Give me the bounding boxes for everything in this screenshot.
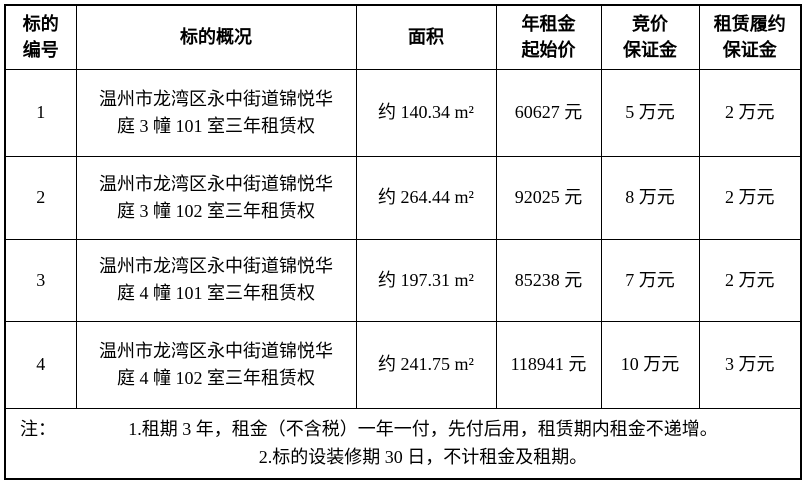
header-lot-id-line2: 编号 (22, 40, 59, 61)
cell-area: 约 241.75 m² (355, 320, 497, 409)
header-area-line1: 面积 (408, 27, 444, 48)
cell-area: 约 140.34 m² (355, 68, 497, 157)
header-lot-id-line1: 标的 (22, 14, 59, 35)
cell-area: 约 264.44 m² (355, 155, 497, 240)
cell-overview: 温州市龙湾区永中街道锦悦华庭 4 幢 102 室三年租赁权 (75, 320, 357, 409)
notes-row: 注： 1.租期 3 年，租金（不含税）一年一付，先付后用，租赁期内租金不递增。 … (4, 407, 802, 480)
cell-overview: 温州市龙湾区永中街道锦悦华庭 4 幢 101 室三年租赁权 (75, 238, 357, 322)
cell-bid-deposit: 8 万元 (600, 155, 700, 240)
header-overview: 标的概况 (75, 4, 357, 70)
note-item-1: 1.租期 3 年，租金（不含税）一年一付，先付后用，租赁期内租金不递增。 (128, 419, 718, 440)
notes-prefix: 注： (20, 419, 56, 440)
cell-bid-deposit: 5 万元 (600, 68, 700, 157)
cell-lot-id: 2 (4, 155, 77, 240)
table-row: 3 温州市龙湾区永中街道锦悦华庭 4 幢 101 室三年租赁权 约 197.31… (4, 238, 802, 322)
note-item-2: 2.标的设装修期 30 日，不计租金及租期。 (258, 447, 588, 468)
cell-annual-rent: 92025 元 (495, 155, 602, 240)
header-row: 标的 编号 标的概况 面积 年租金 起始价 竞价 保证金 租 (4, 4, 802, 70)
cell-performance-deposit: 2 万元 (698, 68, 802, 157)
cell-performance-deposit: 3 万元 (698, 320, 802, 409)
header-performance-deposit-line1: 租赁履约 (713, 14, 786, 35)
header-bid-deposit: 竞价 保证金 (600, 4, 700, 70)
header-annual-rent: 年租金 起始价 (495, 4, 602, 70)
header-bid-deposit-line1: 竞价 (632, 14, 668, 35)
cell-annual-rent: 60627 元 (495, 68, 602, 157)
notes-items: 1.租期 3 年，租金（不含税）一年一付，先付后用，租赁期内租金不递增。 2.标… (56, 415, 790, 471)
header-annual-rent-line2: 起始价 (521, 40, 576, 61)
table-row: 4 温州市龙湾区永中街道锦悦华庭 4 幢 102 室三年租赁权 约 241.75… (4, 320, 802, 409)
cell-annual-rent: 85238 元 (495, 238, 602, 322)
header-bid-deposit-line2: 保证金 (623, 40, 677, 61)
cell-performance-deposit: 2 万元 (698, 155, 802, 240)
table-row: 1 温州市龙湾区永中街道锦悦华庭 3 幢 101 室三年租赁权 约 140.34… (4, 68, 802, 157)
cell-lot-id: 3 (4, 238, 77, 322)
header-annual-rent-line1: 年租金 (521, 14, 576, 35)
cell-lot-id: 1 (4, 68, 77, 157)
cell-bid-deposit: 10 万元 (600, 320, 700, 409)
cell-overview: 温州市龙湾区永中街道锦悦华庭 3 幢 101 室三年租赁权 (75, 68, 357, 157)
cell-performance-deposit: 2 万元 (698, 238, 802, 322)
header-area: 面积 (355, 4, 497, 70)
header-performance-deposit-line2: 保证金 (722, 40, 777, 61)
notes-block: 注： 1.租期 3 年，租金（不含税）一年一付，先付后用，租赁期内租金不递增。 … (20, 415, 790, 471)
cell-annual-rent: 118941 元 (495, 320, 602, 409)
header-lot-id: 标的 编号 (4, 4, 77, 70)
cell-area: 约 197.31 m² (355, 238, 497, 322)
cell-lot-id: 4 (4, 320, 77, 409)
header-performance-deposit: 租赁履约 保证金 (698, 4, 802, 70)
header-overview-line1: 标的概况 (180, 27, 252, 48)
cell-overview: 温州市龙湾区永中街道锦悦华庭 3 幢 102 室三年租赁权 (75, 155, 357, 240)
auction-lots-table: 标的 编号 标的概况 面积 年租金 起始价 竞价 保证金 租 (4, 4, 802, 480)
cell-notes: 注： 1.租期 3 年，租金（不含税）一年一付，先付后用，租赁期内租金不递增。 … (4, 407, 802, 480)
table-row: 2 温州市龙湾区永中街道锦悦华庭 3 幢 102 室三年租赁权 约 264.44… (4, 155, 802, 240)
cell-bid-deposit: 7 万元 (600, 238, 700, 322)
